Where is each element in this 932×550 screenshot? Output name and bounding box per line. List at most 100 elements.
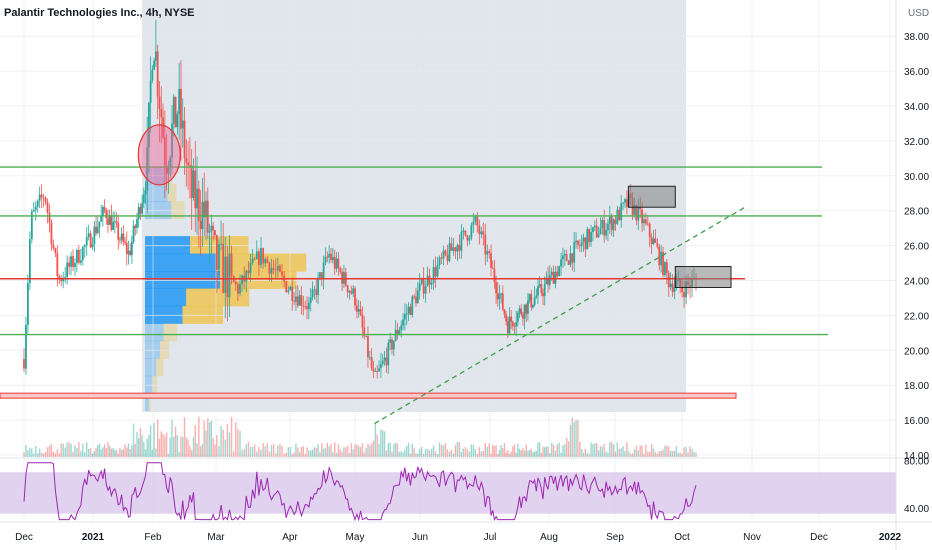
- volume-bar: [151, 449, 154, 457]
- candle-body: [279, 266, 281, 272]
- candle-body: [178, 88, 181, 115]
- volume-bar: [374, 423, 377, 457]
- volume-bar: [594, 443, 596, 457]
- candle-body: [525, 304, 528, 314]
- volume-bar: [122, 449, 125, 457]
- candle-body: [27, 282, 29, 325]
- volume-bar: [334, 442, 336, 457]
- volume-bar: [31, 448, 33, 457]
- candle-body: [79, 260, 82, 263]
- candle-body: [411, 296, 414, 315]
- volume-bar: [198, 416, 200, 457]
- volume-bar: [317, 444, 319, 457]
- volume-bar: [679, 452, 681, 457]
- candle-body: [656, 242, 659, 247]
- profile-bar-blue: [145, 183, 168, 202]
- candle-body: [38, 194, 41, 201]
- volume-bar: [525, 444, 527, 457]
- volume-bar: [622, 446, 624, 457]
- grid: [0, 0, 896, 522]
- candle-body: [482, 231, 485, 235]
- candle-body: [333, 256, 336, 269]
- volume-bar: [40, 452, 43, 457]
- candle-body: [511, 321, 514, 327]
- time-tick-label: 2021: [82, 532, 105, 543]
- volume-bar: [291, 453, 293, 457]
- candle-body: [643, 219, 645, 224]
- rsi-pane: [0, 457, 932, 522]
- volume-bar: [201, 444, 204, 457]
- candle-body: [76, 249, 78, 263]
- candle-body: [434, 267, 437, 277]
- volume-bar: [358, 445, 360, 457]
- currency-label: USD: [908, 8, 929, 19]
- volume-bar: [220, 425, 222, 457]
- candle-body: [96, 227, 99, 234]
- volume-bar: [243, 448, 245, 457]
- candle-body: [595, 225, 598, 238]
- volume-bar: [515, 452, 517, 457]
- volume-bar: [97, 445, 99, 457]
- volume-bar: [668, 446, 670, 457]
- volume-bar: [82, 443, 84, 457]
- candle-body: [165, 165, 168, 174]
- volume-bar: [472, 444, 475, 457]
- candle-body: [540, 284, 543, 294]
- candle-body: [354, 288, 356, 306]
- volume-bar: [183, 417, 186, 457]
- candle-body: [245, 270, 248, 282]
- volume-bar: [50, 443, 53, 457]
- volume-bar: [498, 449, 501, 457]
- candle-body: [153, 60, 155, 70]
- volume-bar: [685, 446, 687, 457]
- volume-bar: [164, 436, 166, 457]
- volume-bar: [287, 447, 290, 457]
- candle-body: [77, 249, 80, 263]
- highlight-box: [627, 185, 676, 208]
- candle-body: [105, 210, 108, 219]
- candle-body: [171, 123, 173, 158]
- candle-body: [187, 162, 189, 166]
- volume-bar: [199, 446, 202, 457]
- candle-body: [52, 244, 55, 249]
- time-tick-label: 2022: [879, 532, 902, 543]
- volume-bar: [137, 437, 140, 457]
- volume-bar: [450, 449, 453, 457]
- candle-body: [573, 242, 576, 263]
- volume-bar: [470, 444, 473, 457]
- candle-body: [304, 305, 307, 307]
- background-layer: [142, 0, 686, 412]
- candle-body: [361, 314, 364, 328]
- volume-bar: [415, 453, 417, 457]
- volume-bar: [675, 446, 678, 457]
- candle-body: [588, 228, 591, 242]
- candle-body: [108, 215, 111, 225]
- volume-bar: [650, 444, 653, 457]
- rsi-tick-label: 80.00: [904, 456, 929, 467]
- volume-bar: [695, 452, 697, 457]
- candle-body: [478, 225, 481, 235]
- volume-bar: [635, 445, 638, 457]
- volume-bar: [513, 444, 516, 457]
- volume-bar: [328, 446, 330, 457]
- candle-body: [194, 170, 197, 209]
- candle-body: [130, 241, 133, 255]
- candle-body: [472, 221, 475, 226]
- candle-body: [192, 170, 195, 198]
- candle-body: [372, 368, 375, 372]
- volume-bar: [235, 422, 237, 457]
- candle-body: [291, 286, 294, 301]
- candle-body: [673, 286, 676, 292]
- candle-body: [486, 251, 489, 255]
- volume-bar: [180, 436, 182, 457]
- volume-bar: [38, 448, 41, 457]
- candle-body: [320, 272, 323, 280]
- price-tick-label: 36.00: [904, 67, 929, 78]
- volume-bar: [547, 446, 549, 457]
- volume-bar: [102, 447, 104, 457]
- candle-body: [85, 237, 88, 246]
- volume-bar: [641, 445, 643, 457]
- candle-body: [236, 284, 239, 294]
- volume-bar: [607, 452, 609, 457]
